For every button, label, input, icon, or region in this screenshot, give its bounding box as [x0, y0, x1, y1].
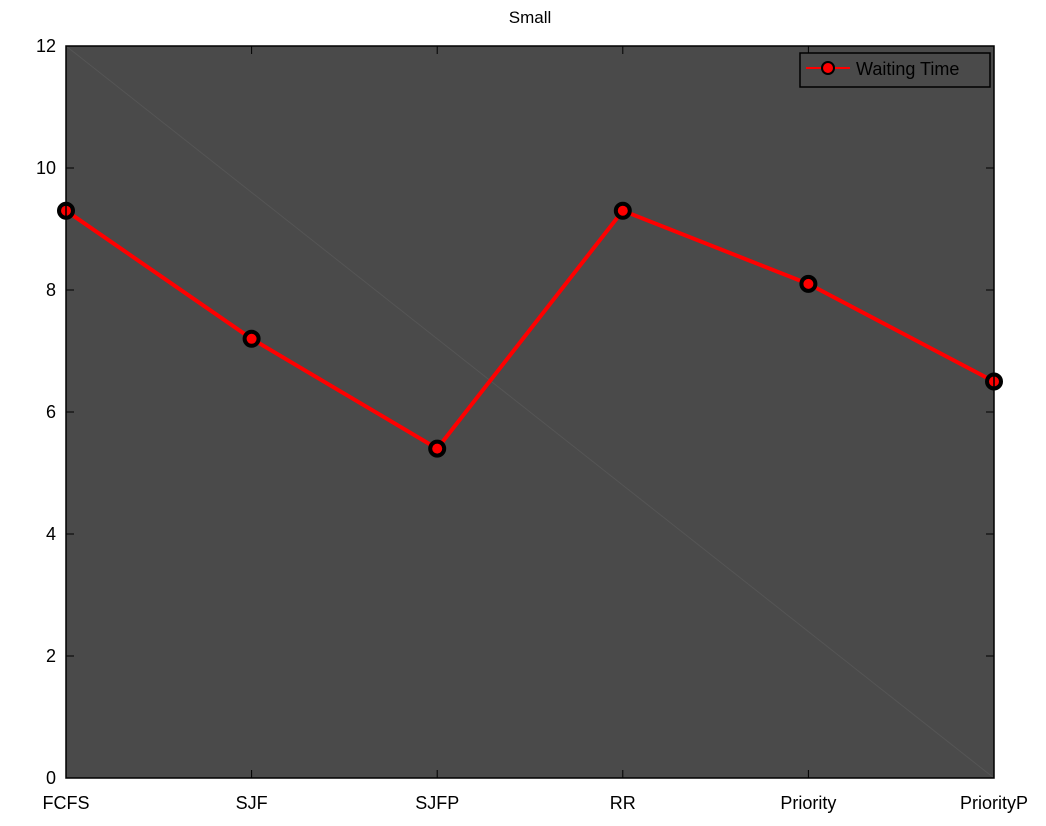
legend: Waiting Time [799, 52, 991, 88]
data-point [613, 201, 632, 220]
x-tick-label: FCFS [43, 793, 90, 813]
y-tick-label: 6 [46, 402, 56, 422]
x-tick-label: PriorityP [960, 793, 1028, 813]
y-tick-label: 8 [46, 280, 56, 300]
series-line [64, 208, 995, 451]
ticks-layer: 0 2 4 6 8 10 12 FCFS SJF SJFP RR Priority PriorityP [36, 36, 1028, 813]
x-tick-label: SJFP [415, 793, 459, 813]
data-point [428, 439, 447, 458]
y-tick-label: 0 [46, 768, 56, 788]
x-tick-label: Priority [780, 793, 836, 813]
legend-marker [821, 61, 835, 75]
legend-label: Waiting Time [856, 59, 959, 79]
x-tick-label: SJF [236, 793, 268, 813]
y-tick-label: 12 [36, 36, 56, 56]
background-diagonal-line [65, 45, 995, 779]
chart-title: Small [509, 8, 552, 27]
y-tick-label: 2 [46, 646, 56, 666]
y-tick-label: 4 [46, 524, 56, 544]
data-point [799, 274, 818, 293]
y-tick-label: 10 [36, 158, 56, 178]
x-tick-label: RR [610, 793, 636, 813]
data-point [242, 329, 261, 348]
